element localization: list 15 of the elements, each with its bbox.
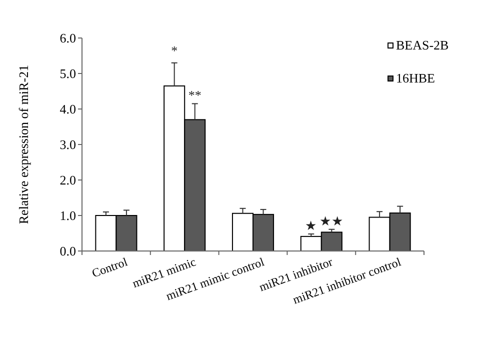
- y-tick-label: 6.0: [60, 30, 76, 46]
- legend-label: BEAS-2B: [396, 37, 450, 52]
- y-tick-label: 4.0: [60, 102, 76, 117]
- x-tick-label: Control: [90, 254, 130, 280]
- annotation: ★★: [320, 213, 344, 228]
- annotation: **: [188, 88, 202, 103]
- legend-label: 16HBE: [396, 70, 436, 86]
- y-tick-label: 3.0: [60, 137, 76, 152]
- annotation: *: [171, 42, 178, 58]
- annotation: ★: [305, 218, 318, 233]
- y-axis-title: Relative expression of miR-21: [16, 64, 31, 224]
- y-tick-label: 2.0: [60, 172, 76, 188]
- y-tick-label: 0.0: [60, 244, 76, 259]
- y-tick-label: 1.0: [60, 208, 76, 224]
- y-tick-label: 5.0: [60, 66, 76, 82]
